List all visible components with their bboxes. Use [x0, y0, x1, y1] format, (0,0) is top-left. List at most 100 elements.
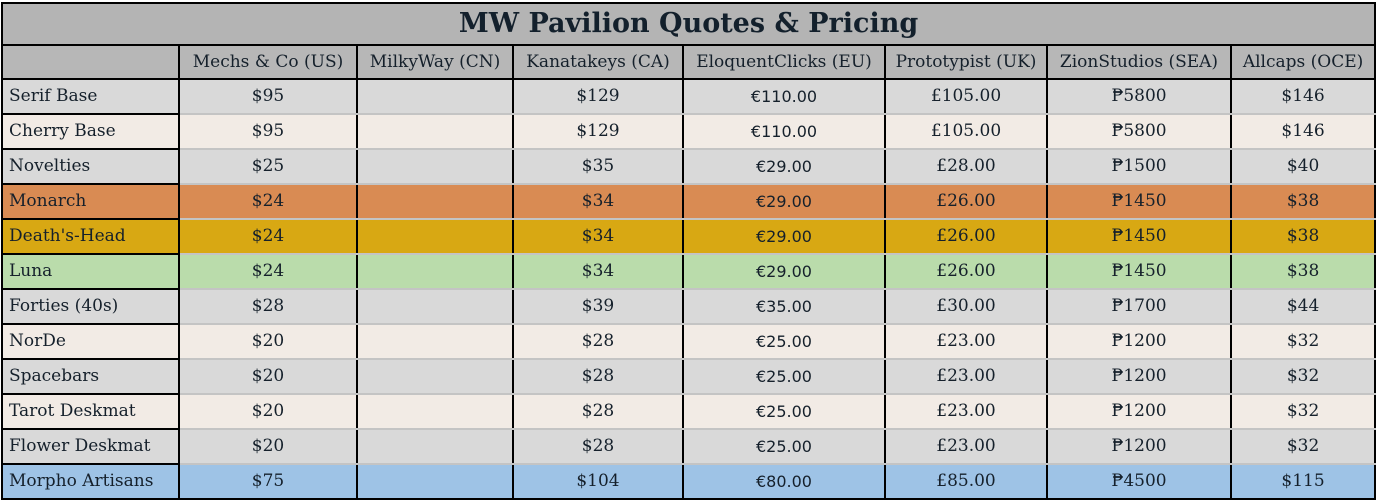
price-cell-uk[interactable]: £105.00	[884, 79, 1048, 115]
price-cell-us[interactable]: $20	[178, 324, 358, 360]
price-cell-sea[interactable]: ₱5800	[1046, 114, 1232, 150]
price-cell-oce[interactable]: $115	[1229, 464, 1377, 500]
price-cell-oce[interactable]: $32	[1229, 324, 1377, 360]
header-cell-ca[interactable]: Kanatakeys (CA)	[512, 44, 684, 80]
price-cell-eu[interactable]: €25.00	[682, 359, 886, 395]
row-label-cell[interactable]: Spacebars	[1, 358, 180, 395]
price-cell-cn[interactable]	[356, 79, 514, 115]
price-cell-sea[interactable]: ₱1200	[1046, 359, 1232, 395]
price-cell-ca[interactable]: $35	[512, 149, 684, 185]
price-cell-cn[interactable]	[356, 464, 514, 500]
row-label-cell[interactable]: Tarot Deskmat	[1, 393, 180, 430]
price-cell-oce[interactable]: $146	[1229, 114, 1377, 150]
price-cell-eu[interactable]: €29.00	[682, 254, 886, 290]
price-cell-sea[interactable]: ₱1700	[1046, 289, 1232, 325]
price-cell-eu[interactable]: €25.00	[682, 324, 886, 360]
header-cell-oce[interactable]: Allcaps (OCE)	[1229, 44, 1377, 80]
price-cell-cn[interactable]	[356, 289, 514, 325]
price-cell-uk[interactable]: £85.00	[884, 464, 1048, 500]
price-cell-us[interactable]: $20	[178, 429, 358, 465]
price-cell-oce[interactable]: $32	[1229, 394, 1377, 430]
price-cell-uk[interactable]: £23.00	[884, 429, 1048, 465]
price-cell-us[interactable]: $28	[178, 289, 358, 325]
price-cell-ca[interactable]: $39	[512, 289, 684, 325]
row-label-cell[interactable]: Monarch	[1, 183, 180, 220]
price-cell-us[interactable]: $24	[178, 219, 358, 255]
price-cell-ca[interactable]: $34	[512, 219, 684, 255]
price-cell-ca[interactable]: $34	[512, 184, 684, 220]
row-label-cell[interactable]: Death's-Head	[1, 218, 180, 255]
price-cell-oce[interactable]: $38	[1229, 254, 1377, 290]
price-cell-ca[interactable]: $28	[512, 394, 684, 430]
price-cell-us[interactable]: $25	[178, 149, 358, 185]
price-cell-us[interactable]: $95	[178, 114, 358, 150]
price-cell-uk[interactable]: £26.00	[884, 254, 1048, 290]
header-cell-cn[interactable]: MilkyWay (CN)	[356, 44, 514, 80]
price-cell-eu[interactable]: €110.00	[682, 79, 886, 115]
price-cell-oce[interactable]: $40	[1229, 149, 1377, 185]
price-cell-cn[interactable]	[356, 149, 514, 185]
price-cell-oce[interactable]: $38	[1229, 219, 1377, 255]
price-cell-sea[interactable]: ₱1200	[1046, 394, 1232, 430]
price-cell-sea[interactable]: ₱1450	[1046, 254, 1232, 290]
price-cell-ca[interactable]: $28	[512, 359, 684, 395]
header-cell-blank[interactable]	[1, 44, 180, 80]
price-cell-cn[interactable]	[356, 219, 514, 255]
price-cell-cn[interactable]	[356, 184, 514, 220]
row-label-cell[interactable]: Cherry Base	[1, 113, 180, 150]
row-label-cell[interactable]: NorDe	[1, 323, 180, 360]
price-cell-us[interactable]: $20	[178, 359, 358, 395]
price-cell-sea[interactable]: ₱1200	[1046, 324, 1232, 360]
price-cell-ca[interactable]: $28	[512, 324, 684, 360]
price-cell-eu[interactable]: €110.00	[682, 114, 886, 150]
price-cell-uk[interactable]: £23.00	[884, 324, 1048, 360]
price-cell-oce[interactable]: $44	[1229, 289, 1377, 325]
price-cell-eu[interactable]: €29.00	[682, 219, 886, 255]
price-cell-eu[interactable]: €29.00	[682, 149, 886, 185]
price-cell-uk[interactable]: £26.00	[884, 219, 1048, 255]
row-label-cell[interactable]: Novelties	[1, 148, 180, 185]
price-cell-cn[interactable]	[356, 429, 514, 465]
price-cell-eu[interactable]: €25.00	[682, 429, 886, 465]
row-label-cell[interactable]: Flower Deskmat	[1, 428, 180, 465]
price-cell-us[interactable]: $75	[178, 464, 358, 500]
price-cell-eu[interactable]: €80.00	[682, 464, 886, 500]
price-cell-ca[interactable]: $34	[512, 254, 684, 290]
price-cell-sea[interactable]: ₱4500	[1046, 464, 1232, 500]
price-cell-ca[interactable]: $28	[512, 429, 684, 465]
price-cell-sea[interactable]: ₱1450	[1046, 219, 1232, 255]
price-cell-sea[interactable]: ₱1450	[1046, 184, 1232, 220]
price-cell-cn[interactable]	[356, 394, 514, 430]
row-label-cell[interactable]: Forties (40s)	[1, 288, 180, 325]
header-cell-us[interactable]: Mechs & Co (US)	[178, 44, 358, 80]
price-cell-oce[interactable]: $146	[1229, 79, 1377, 115]
header-cell-sea[interactable]: ZionStudios (SEA)	[1046, 44, 1232, 80]
price-cell-eu[interactable]: €25.00	[682, 394, 886, 430]
price-cell-cn[interactable]	[356, 114, 514, 150]
price-cell-cn[interactable]	[356, 254, 514, 290]
price-cell-uk[interactable]: £26.00	[884, 184, 1048, 220]
sheet-title[interactable]: MW Pavilion Quotes & Pricing	[0, 2, 1377, 46]
price-cell-uk[interactable]: £30.00	[884, 289, 1048, 325]
price-cell-uk[interactable]: £23.00	[884, 359, 1048, 395]
price-cell-sea[interactable]: ₱1200	[1046, 429, 1232, 465]
price-cell-sea[interactable]: ₱1500	[1046, 149, 1232, 185]
price-cell-eu[interactable]: €35.00	[682, 289, 886, 325]
price-cell-us[interactable]: $20	[178, 394, 358, 430]
price-cell-oce[interactable]: $32	[1229, 359, 1377, 395]
price-cell-cn[interactable]	[356, 324, 514, 360]
row-label-cell[interactable]: Luna	[1, 253, 180, 290]
price-cell-oce[interactable]: $32	[1229, 429, 1377, 465]
header-cell-uk[interactable]: Prototypist (UK)	[884, 44, 1048, 80]
price-cell-uk[interactable]: £105.00	[884, 114, 1048, 150]
price-cell-us[interactable]: $24	[178, 184, 358, 220]
price-cell-oce[interactable]: $38	[1229, 184, 1377, 220]
row-label-cell[interactable]: Serif Base	[1, 78, 180, 115]
price-cell-eu[interactable]: €29.00	[682, 184, 886, 220]
price-cell-us[interactable]: $95	[178, 79, 358, 115]
price-cell-sea[interactable]: ₱5800	[1046, 79, 1232, 115]
price-cell-uk[interactable]: £28.00	[884, 149, 1048, 185]
row-label-cell[interactable]: Morpho Artisans	[1, 463, 180, 500]
price-cell-ca[interactable]: $129	[512, 79, 684, 115]
header-cell-eu[interactable]: EloquentClicks (EU)	[682, 44, 886, 80]
